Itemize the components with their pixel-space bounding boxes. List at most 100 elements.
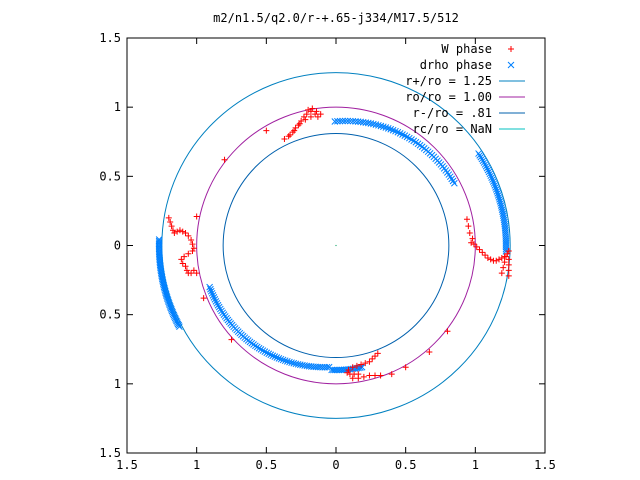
drho-phase-point [492, 184, 499, 191]
w-phase-point [362, 360, 369, 367]
drho-phase-point [212, 297, 220, 305]
legend: W phase drho phase r+/ro = 1.25 ro/ro = 1.0… [405, 42, 525, 136]
drho-phase-point [206, 283, 213, 291]
w-phase-point [496, 256, 503, 263]
drho-phase-point [255, 344, 263, 352]
w-phase-point [298, 118, 305, 124]
drho-phase-point [486, 170, 494, 178]
w-phase-point [469, 235, 476, 242]
x-tick-label: 1 [472, 458, 479, 472]
drho-phase-point [364, 119, 372, 127]
circle-r-ro-81 [222, 132, 450, 359]
drho-phase-point [344, 117, 352, 125]
legend-label: r-/ro = .81 [413, 106, 492, 120]
drho-phase-point [339, 117, 346, 125]
drho-phase-point [377, 122, 385, 130]
w-phase-point [183, 267, 190, 274]
w-phase-point [174, 228, 181, 235]
drho-phase-point [478, 155, 486, 163]
w-phase-point [345, 367, 352, 373]
drho-phase-point [323, 363, 331, 371]
phase-markers [155, 105, 512, 382]
drho-phase-point [207, 285, 214, 293]
w-phase-point [317, 111, 324, 118]
drho-phase-point [176, 323, 183, 331]
x-tick-label: 1.5 [116, 458, 138, 472]
drho-phase-point [286, 358, 293, 366]
w-phase-point [468, 239, 475, 246]
w-phase-point [505, 248, 512, 255]
w-phase-point [505, 261, 512, 268]
y-tick-label: 0 [114, 239, 121, 253]
w-phase-point [305, 106, 312, 113]
w-phase-point [505, 256, 512, 263]
w-phase-point [500, 264, 507, 271]
drho-phase-point [498, 204, 505, 211]
w-phase-point [369, 355, 376, 362]
drho-phase-point [263, 349, 271, 357]
drho-phase-point [208, 289, 216, 297]
w-phase-point [312, 111, 319, 118]
w-phase-point [498, 270, 505, 277]
w-phase-point [377, 372, 384, 379]
w-phase-point [388, 371, 395, 378]
drho-phase-point [267, 351, 275, 359]
w-phase-point [263, 127, 270, 134]
w-phase-point [193, 270, 200, 277]
drho-phase-point [214, 301, 222, 309]
drho-phase-point [288, 359, 295, 367]
w-phase-point [372, 372, 379, 379]
drho-phase-point [341, 117, 349, 125]
drho-phase-point [482, 162, 490, 170]
w-phase-point [185, 250, 192, 257]
drho-phase-point [370, 120, 377, 128]
drho-phase-point [489, 178, 497, 185]
w-phase-point [179, 228, 186, 235]
drho-phase-point [495, 194, 503, 201]
drho-phase-point [257, 346, 265, 353]
w-phase-point [372, 353, 379, 360]
w-phase-point [344, 369, 351, 376]
w-phase-point [176, 227, 183, 234]
legend-label: ro/ro = 1.00 [405, 90, 492, 104]
w-phase-point [189, 248, 196, 255]
w-phase-point [190, 245, 197, 252]
drho-phase-point [487, 172, 495, 180]
w-phase-point [504, 250, 511, 257]
drho-phase-point [211, 296, 219, 303]
w-phase-point [181, 253, 188, 260]
drho-phase-point [283, 358, 291, 365]
w-phase-point [470, 241, 477, 248]
w-phase-point [314, 113, 321, 120]
legend-marker-drho-phase [507, 61, 515, 69]
y-tick-label: 0.5 [99, 308, 121, 322]
w-phase-point [291, 127, 298, 134]
x-tick-label: 1 [193, 458, 200, 472]
legend-label: rc/ro = NaN [413, 122, 492, 136]
drho-phase-point [380, 123, 387, 131]
w-phase-point [303, 111, 310, 118]
w-phase-point [228, 336, 235, 343]
drho-phase-point [490, 180, 498, 187]
drho-phase-point [265, 350, 273, 358]
y-tick-label: 1.5 [99, 446, 121, 460]
w-phase-point [221, 156, 228, 163]
w-phase-point [165, 214, 172, 221]
w-phase-point [493, 257, 500, 264]
origin-dot [335, 244, 337, 247]
w-phase-point [355, 375, 362, 382]
drho-phase-point [331, 118, 339, 125]
w-phase-point [167, 218, 174, 225]
chart-title: m2/n1.5/q2.0/r-+.65-j334/M17.5/512 [213, 11, 459, 25]
w-phase-point [353, 362, 360, 369]
w-phase-point [502, 253, 509, 260]
circle-ro-ro-1-00 [196, 106, 476, 385]
drho-phase-point [346, 117, 354, 125]
drho-phase-point [498, 206, 506, 213]
w-phase-point [360, 373, 367, 380]
drho-phase-point [496, 198, 504, 205]
w-phase-point [178, 256, 185, 263]
drho-phase-point [491, 182, 499, 189]
w-phase-point [171, 230, 178, 237]
drho-phase-point [480, 159, 488, 166]
